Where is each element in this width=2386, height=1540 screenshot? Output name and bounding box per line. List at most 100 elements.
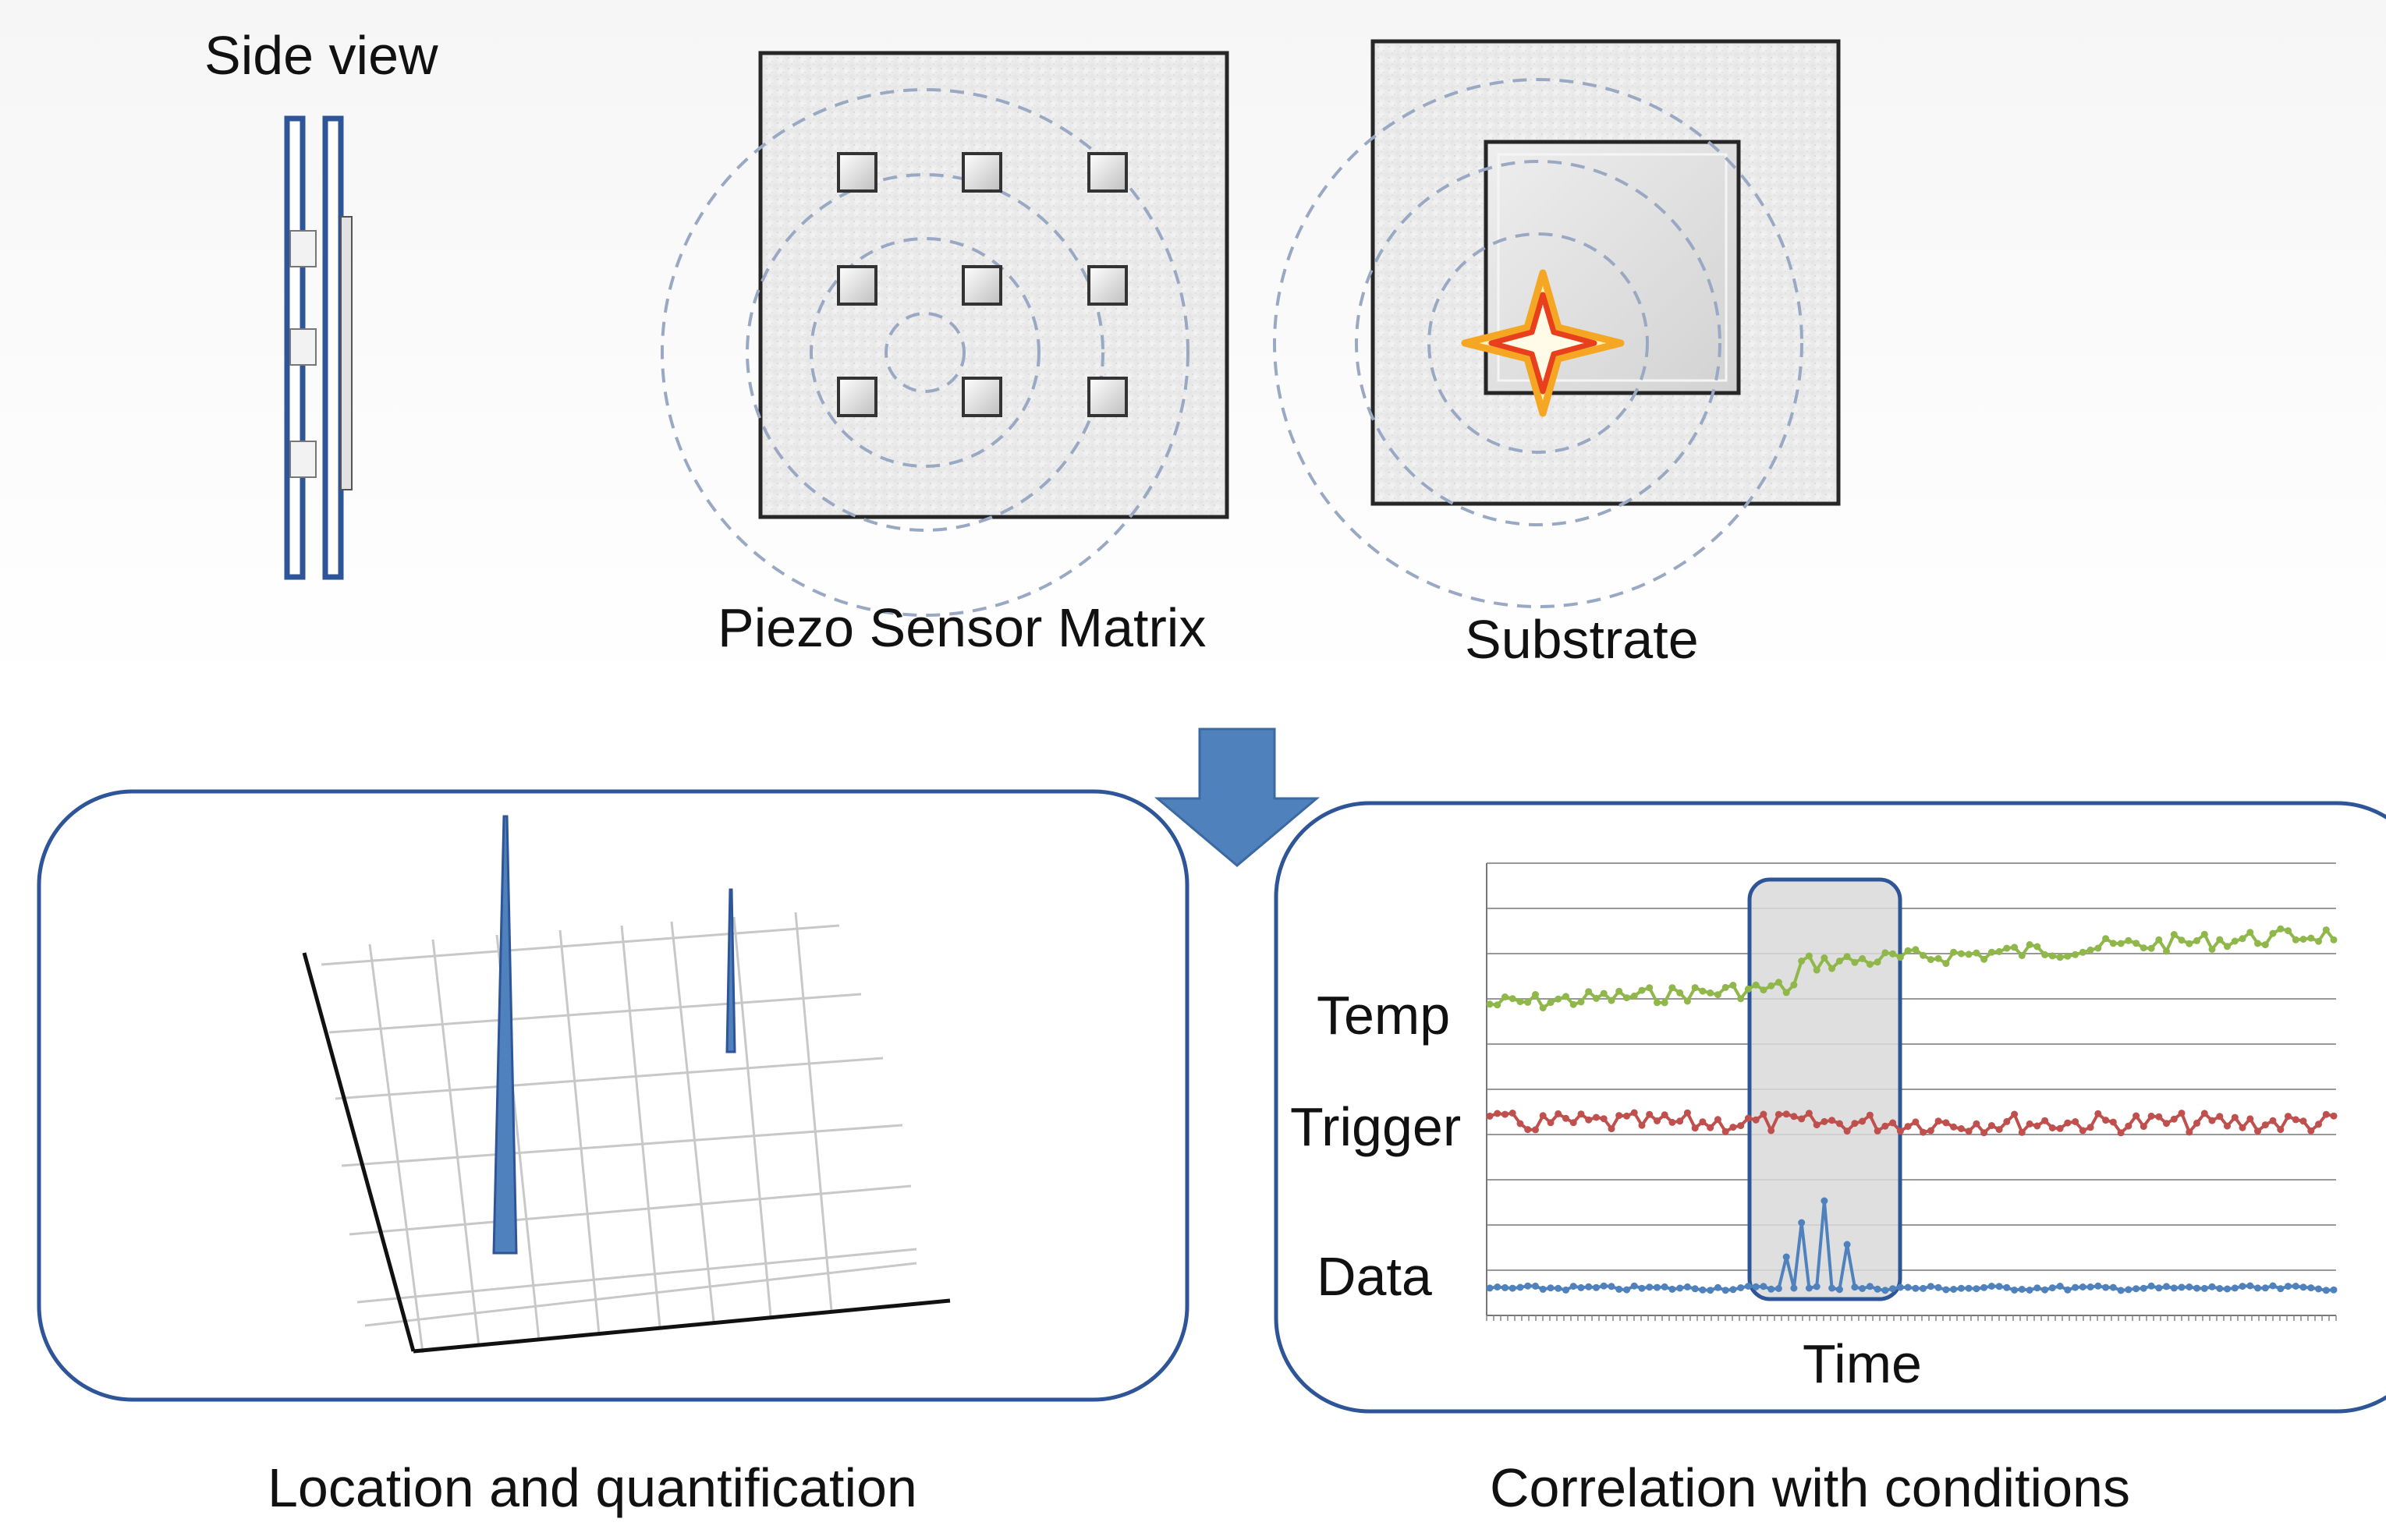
series-point-temp — [1760, 986, 1767, 994]
series-point-temp — [2041, 951, 2049, 958]
series-point-temp — [1965, 951, 1973, 958]
series-point-trigger — [1957, 1125, 1965, 1132]
series-point-data — [2208, 1283, 2216, 1290]
series-point-data — [2178, 1283, 2186, 1291]
series-point-data — [1843, 1241, 1851, 1248]
series-point-data — [1646, 1283, 1654, 1291]
series-point-temp — [1562, 993, 1569, 1000]
series-line-temp — [1489, 927, 2335, 1011]
series-point-data — [1774, 1285, 1782, 1292]
series-point-data — [1615, 1285, 1623, 1293]
series-point-trigger — [2109, 1118, 2117, 1126]
series-point-data — [1904, 1283, 1912, 1291]
series-point-temp — [1532, 991, 1539, 998]
series-point-data — [2163, 1283, 2170, 1290]
series-point-trigger — [1942, 1119, 1950, 1127]
series-point-data — [1585, 1283, 1593, 1290]
series-point-trigger — [1577, 1110, 1585, 1118]
series-point-temp — [2315, 937, 2322, 945]
series-point-trigger — [1646, 1110, 1654, 1118]
series-point-temp — [2133, 940, 2140, 947]
series-point-data — [1934, 1283, 1942, 1291]
series-point-temp — [2011, 943, 2019, 951]
series-point-trigger — [1691, 1124, 1699, 1132]
series-point-temp — [2086, 946, 2094, 954]
chart-x-ticks — [1486, 1315, 2337, 1321]
series-point-data — [2254, 1284, 2261, 1292]
series-point-temp — [1920, 951, 1927, 959]
series-point-data — [2041, 1286, 2049, 1294]
series-point-trigger — [1973, 1120, 1980, 1128]
series-point-temp — [1957, 950, 1965, 958]
series-point-data — [1881, 1287, 1889, 1294]
series-point-trigger — [2155, 1113, 2163, 1120]
series-point-trigger — [1585, 1116, 1593, 1124]
series-point-trigger — [2033, 1122, 2041, 1130]
series-point-temp — [1782, 989, 1790, 997]
series-label-data: Data — [1317, 1246, 1432, 1307]
series-point-data — [1721, 1287, 1729, 1294]
series-point-temp — [1995, 947, 2003, 955]
series-point-trigger — [2163, 1120, 2170, 1128]
series-point-temp — [1881, 949, 1889, 957]
series-point-trigger — [1509, 1110, 1516, 1117]
series-point-temp — [1942, 960, 1950, 968]
series-point-temp — [1843, 953, 1851, 961]
series-point-data — [2285, 1283, 2292, 1290]
series-point-data — [1532, 1282, 1539, 1290]
series-point-data — [2239, 1283, 2246, 1290]
series-point-data — [1927, 1283, 1934, 1290]
series-point-data — [1654, 1283, 1661, 1291]
piezo-sensor-matrix — [661, 51, 1229, 617]
series-point-data — [2140, 1284, 2147, 1292]
series-point-temp — [1539, 1004, 1547, 1012]
series-point-data — [2125, 1286, 2133, 1294]
series-point-data — [1744, 1283, 1752, 1290]
series-point-temp — [2269, 929, 2277, 937]
series-point-data — [1737, 1284, 1745, 1291]
series-point-trigger — [2117, 1129, 2125, 1137]
series-point-data — [1767, 1285, 1775, 1293]
series-point-data — [2299, 1283, 2307, 1291]
series-point-temp — [1608, 997, 1615, 1004]
location-axes — [302, 952, 951, 1354]
series-point-trigger — [1752, 1116, 1760, 1124]
series-point-trigger — [2140, 1123, 2147, 1131]
event-highlight-window — [1747, 877, 1902, 1301]
series-point-data — [2330, 1286, 2338, 1294]
series-point-temp — [1950, 948, 1958, 956]
series-point-data — [2086, 1283, 2094, 1290]
series-point-trigger — [1821, 1117, 1828, 1125]
sensor-grid — [837, 152, 1128, 417]
series-point-trigger — [2246, 1115, 2254, 1123]
series-point-trigger — [1683, 1109, 1691, 1117]
series-point-data — [1973, 1285, 1980, 1293]
series-point-data — [1524, 1282, 1532, 1290]
down-arrow-icon — [1154, 728, 1321, 867]
series-point-temp — [2102, 935, 2110, 943]
location-caption: Location and quantification — [268, 1457, 917, 1518]
series-point-trigger — [2072, 1118, 2079, 1125]
series-point-temp — [1486, 1000, 1494, 1008]
substrate-panel — [1273, 39, 1841, 608]
series-point-trigger — [1912, 1118, 1920, 1126]
series-point-trigger — [1721, 1128, 1729, 1135]
series-point-data — [2322, 1287, 2330, 1294]
series-point-trigger — [1896, 1128, 1904, 1135]
series-point-data — [1760, 1283, 1767, 1290]
series-point-data — [1676, 1284, 1684, 1292]
series-point-temp — [1569, 1000, 1577, 1008]
series-point-data — [2186, 1283, 2193, 1290]
series-point-temp — [1790, 981, 1798, 989]
series-point-trigger — [1874, 1127, 1881, 1135]
impact-star-icon — [1461, 269, 1625, 417]
series-point-temp — [2322, 926, 2330, 934]
series-point-trigger — [1569, 1119, 1577, 1127]
series-point-temp — [2170, 931, 2178, 938]
series-point-temp — [1835, 958, 1843, 965]
series-point-trigger — [2208, 1117, 2216, 1124]
series-point-temp — [2246, 929, 2254, 936]
series-point-temp — [1699, 987, 1707, 995]
series-point-temp — [1934, 954, 1942, 962]
series-point-data — [2269, 1282, 2277, 1290]
